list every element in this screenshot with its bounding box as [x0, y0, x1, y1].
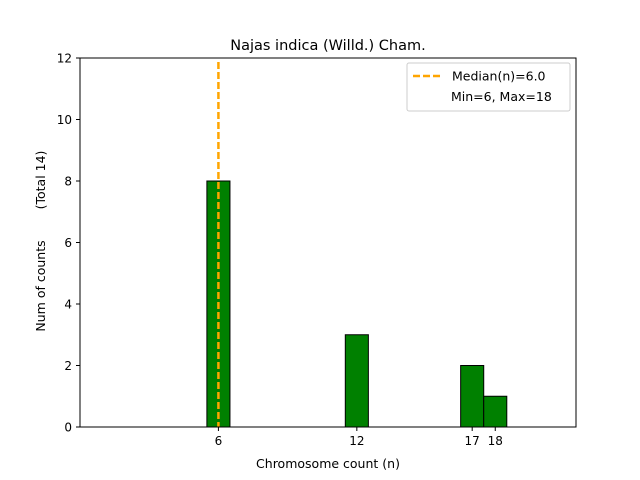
- legend-box: [406, 62, 571, 112]
- x-tick-label-6: 6: [215, 434, 223, 448]
- y-tick-label-2: 2: [64, 359, 72, 373]
- x-tick-label-12: 12: [349, 434, 364, 448]
- chart-title: Najas indica (Willd.) Cham.: [230, 38, 426, 54]
- y-tick-label-6: 6: [64, 236, 72, 250]
- y-tick-label-8: 8: [64, 175, 72, 189]
- bar-n-12: [344, 334, 369, 428]
- y-tick-label-0: 0: [64, 421, 72, 435]
- x-tick-label-17: 17: [465, 434, 480, 448]
- y-tick-label-12: 12: [57, 52, 72, 66]
- bar-n-17: [460, 365, 485, 428]
- legend-entry-minmax: Min=6, Max=18: [451, 89, 552, 104]
- bars-group: [206, 180, 508, 428]
- y-tick-label-10: 10: [57, 113, 72, 127]
- x-tick-label-18: 18: [488, 434, 503, 448]
- x-ticks: 6 12 17 18: [215, 427, 503, 448]
- y-axis-label: Num of counts: [33, 240, 48, 331]
- y-ticks: 0 2 4 6 8 10 12: [57, 52, 80, 435]
- legend-entry-median: Median(n)=6.0: [452, 69, 546, 84]
- y-tick-label-4: 4: [64, 298, 72, 312]
- plot-frame: [79, 57, 577, 428]
- legend: Median(n)=6.0 Min=6, Max=18: [406, 62, 571, 112]
- x-axis-label: Chromosome count (n): [256, 456, 400, 471]
- y-axis-total-note: (Total 14): [33, 151, 48, 210]
- bar-n-18: [483, 395, 508, 428]
